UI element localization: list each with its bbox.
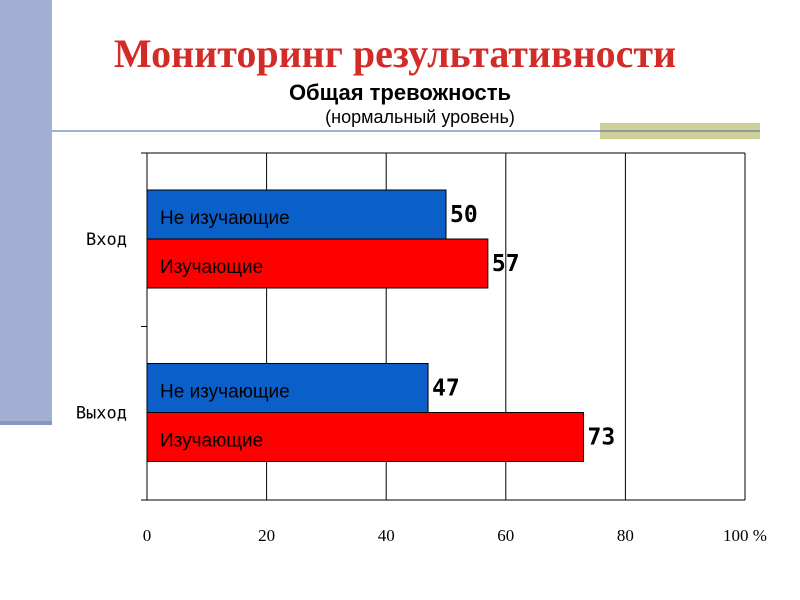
bar-series-label: Не изучающие xyxy=(160,382,290,403)
underline-accent-line xyxy=(600,130,760,132)
category-label: Вход xyxy=(86,230,127,250)
bar-studying-entry xyxy=(146,238,489,289)
side-accent-bar xyxy=(0,0,52,425)
bar-series-label: Изучающие xyxy=(160,431,263,452)
bar-value-label: 50 xyxy=(450,202,478,228)
category-label: Выход xyxy=(76,404,127,424)
chart-subtitle: (нормальный уровень) xyxy=(325,107,515,127)
x-tick-label: 20 xyxy=(258,526,275,545)
chart-title: Общая тревожность xyxy=(288,80,512,105)
x-tick-label: 80 xyxy=(617,526,634,545)
bar-not-studying-exit xyxy=(146,363,429,413)
slide-title: Мониторинг результативности xyxy=(113,31,677,76)
x-tick-label: 0 xyxy=(143,526,152,545)
bar-not-studying-entry xyxy=(146,189,447,240)
bar-value-label: 47 xyxy=(432,376,460,402)
bar-series-label: Изучающие xyxy=(160,257,263,278)
x-tick-label: 100 % xyxy=(723,526,767,545)
x-tick-label: 60 xyxy=(497,526,514,545)
bar-series-label: Не изучающие xyxy=(160,208,290,229)
bar-value-label: 57 xyxy=(492,251,520,277)
bar-studying-exit xyxy=(146,412,585,462)
x-tick-label: 40 xyxy=(378,526,395,545)
bar-value-label: 73 xyxy=(588,425,616,451)
title-underline xyxy=(35,130,760,132)
